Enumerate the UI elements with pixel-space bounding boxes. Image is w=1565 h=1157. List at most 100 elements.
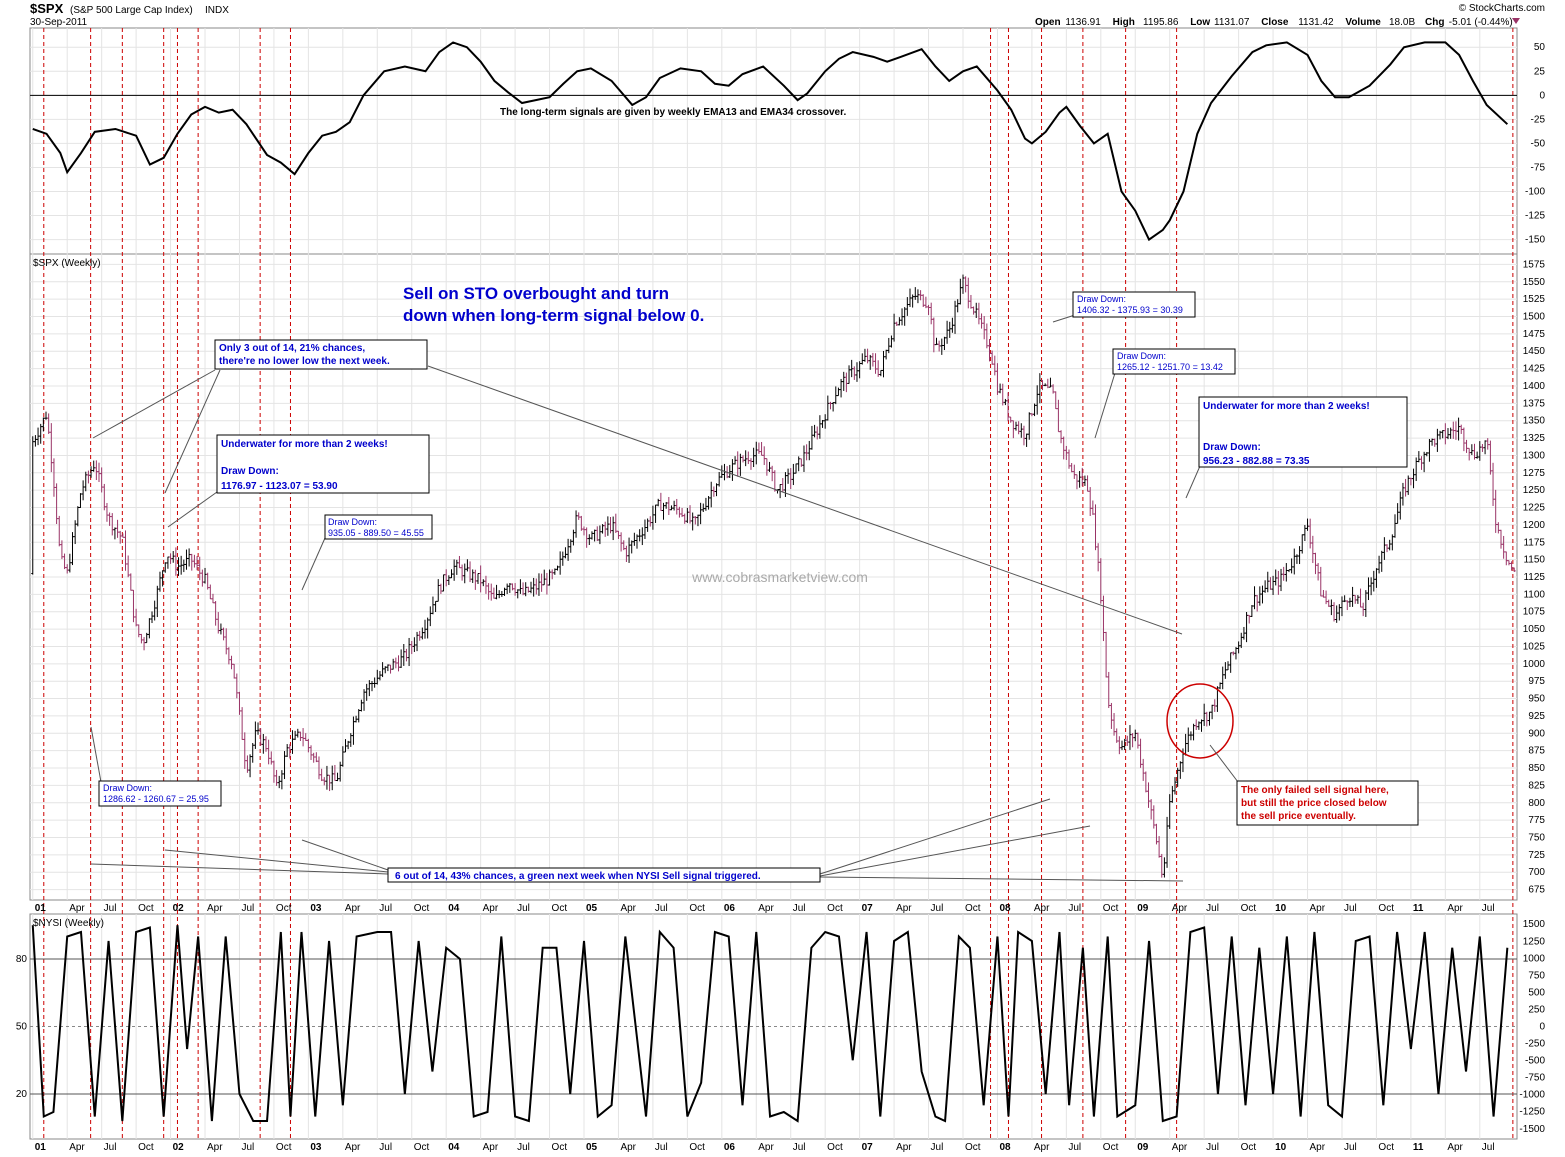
- price-y-tick: 800: [1528, 798, 1545, 809]
- nysi-y-tick: -250: [1525, 1039, 1545, 1050]
- price-y-tick: 700: [1528, 867, 1545, 878]
- x-tick-label: Oct: [1378, 1142, 1394, 1153]
- sell-signal-lines: [43, 28, 1514, 1139]
- x-tick-label: 03: [310, 903, 322, 914]
- x-tick-label: 01: [35, 1142, 47, 1153]
- callout-dd-935: [324, 514, 433, 540]
- grid-layer: [30, 28, 1517, 1139]
- x-tick-label: Apr: [620, 903, 636, 914]
- x-tick-label: Oct: [276, 1142, 292, 1153]
- pointer-green-1: [90, 863, 389, 875]
- x-tick-label: 04: [448, 1142, 460, 1153]
- x-tick-label: Jul: [1068, 1142, 1081, 1153]
- signal-y-tick: -100: [1525, 186, 1545, 197]
- price-y-tick: 900: [1528, 728, 1545, 739]
- price-y-tick: 1375: [1523, 398, 1546, 409]
- dd1265-value: 1265.12 - 1251.70 = 13.42: [1117, 362, 1223, 372]
- signal-y-tick: -125: [1525, 211, 1545, 222]
- x-tick-label: 01: [35, 903, 47, 914]
- dd1265-label: Draw Down:: [1117, 351, 1166, 361]
- ohlc-value: 1136.91: [1065, 17, 1101, 28]
- x-tick-label: Jul: [379, 903, 392, 914]
- underwater1-dd-value: 1176.97 - 1123.07 = 53.90: [221, 481, 338, 492]
- price-y-tick: 1000: [1523, 659, 1546, 670]
- price-y-tick: 1475: [1523, 329, 1546, 340]
- x-tick-label: Jul: [1344, 903, 1357, 914]
- chg-down-arrow-icon: [1512, 18, 1520, 24]
- nysi-y-tick: -1250: [1519, 1107, 1545, 1118]
- x-tick-label: Jul: [931, 1142, 944, 1153]
- nysi-y-tick: 1250: [1523, 936, 1546, 947]
- x-tick-label: Oct: [414, 903, 430, 914]
- x-tick-label: 08: [999, 903, 1011, 914]
- sto-y-tick: 20: [16, 1089, 28, 1100]
- signal-y-tick: 25: [1534, 66, 1546, 77]
- x-tick-label: Apr: [345, 903, 361, 914]
- price-y-tick: 1500: [1523, 312, 1546, 323]
- nysi-panel: $NYSI (Weekly) 1500 1250 1000 750 500 250 0 -25…: [16, 918, 1546, 1135]
- headline-line-2: down when long-term signal below 0.: [403, 306, 704, 325]
- x-tick-label: Jul: [793, 1142, 806, 1153]
- price-y-tick: 1150: [1523, 555, 1545, 566]
- price-y-tick: 875: [1528, 746, 1545, 757]
- x-tick-label: 11: [1413, 903, 1424, 914]
- x-tick-label: 10: [1275, 903, 1287, 914]
- underwater1-dd-label: Draw Down:: [221, 466, 279, 477]
- callout-dd-1286: [98, 780, 222, 807]
- failed-line-2: but still the price closed below: [1241, 798, 1387, 809]
- dd1406-value: 1406.32 - 1375.93 = 30.39: [1077, 305, 1183, 315]
- price-y-tick: 975: [1528, 676, 1545, 687]
- failed-line-3: the sell price eventually.: [1241, 811, 1356, 822]
- x-tick-label: Oct: [827, 1142, 843, 1153]
- x-tick-label: Oct: [138, 1142, 154, 1153]
- signal-y-tick: -75: [1531, 162, 1546, 173]
- x-axis-nysi: 01 Apr Jul Oct 02 Apr Jul Oct 03 Apr Jul Oct 04 Apr Ju…: [35, 1142, 1495, 1153]
- x-tick-label: Oct: [965, 903, 981, 914]
- x-tick-label: Jul: [379, 1142, 392, 1153]
- price-y-tick: 1300: [1523, 450, 1546, 461]
- x-tick-label: 04: [448, 903, 460, 914]
- pointer-dd-1265: [1094, 372, 1116, 439]
- ohlc-value: 1131.42: [1298, 17, 1334, 28]
- x-tick-label: 06: [724, 903, 736, 914]
- x-tick-label: Apr: [345, 1142, 361, 1153]
- x-tick-label: Oct: [1103, 1142, 1119, 1153]
- x-tick-label: Oct: [552, 903, 568, 914]
- signal-panel-border: [29, 27, 1518, 255]
- underwater1-title: Underwater for more than 2 weeks!: [221, 439, 388, 450]
- x-tick-label: 03: [310, 1142, 322, 1153]
- only3-line-1: Only 3 out of 14, 21% chances,: [219, 343, 365, 354]
- price-y-tick: 1050: [1523, 624, 1546, 635]
- signal-y-tick: -25: [1531, 114, 1546, 125]
- signal-panel-title: The long-term signals are given by weekl…: [500, 107, 846, 118]
- signal-y-tick: -150: [1525, 235, 1545, 246]
- sto-line: [31, 925, 1509, 1123]
- signal-y-tick: 50: [1534, 42, 1546, 53]
- x-tick-label: 09: [1137, 903, 1149, 914]
- pointer-green-3: [301, 839, 389, 871]
- price-y-tick: 1400: [1523, 381, 1546, 392]
- dd1286-value: 1286.62 - 1260.67 = 25.95: [103, 794, 209, 804]
- failed-line-1: The only failed sell signal here,: [1241, 785, 1389, 796]
- x-tick-label: Jul: [517, 1142, 530, 1153]
- x-tick-label: 08: [999, 1142, 1011, 1153]
- failed-signal-circle: [1166, 683, 1234, 759]
- x-tick-label: Oct: [414, 1142, 430, 1153]
- signal-y-tick: -50: [1531, 138, 1546, 149]
- nysi-y-tick: 1000: [1523, 953, 1546, 964]
- x-tick-label: Apr: [1172, 903, 1188, 914]
- headline-line-1: Sell on STO overbought and turn: [403, 284, 669, 303]
- brand-mark: © StockCharts.com: [1459, 3, 1545, 14]
- x-tick-label: Jul: [241, 903, 254, 914]
- x-tick-label: Apr: [69, 1142, 85, 1153]
- price-y-tick: 1200: [1523, 520, 1546, 531]
- nysi-y-tick: 750: [1528, 970, 1545, 981]
- callout-underwater-2: [1198, 396, 1408, 468]
- pointer-only3-c: [427, 365, 1183, 635]
- price-y-tick: 1325: [1523, 433, 1546, 444]
- nysi-y-tick: -750: [1525, 1073, 1545, 1084]
- nysi-y-tick: 500: [1528, 987, 1545, 998]
- nysi-y-tick: 1500: [1523, 919, 1546, 930]
- x-tick-label: Apr: [1034, 1142, 1050, 1153]
- x-tick-label: Oct: [552, 1142, 568, 1153]
